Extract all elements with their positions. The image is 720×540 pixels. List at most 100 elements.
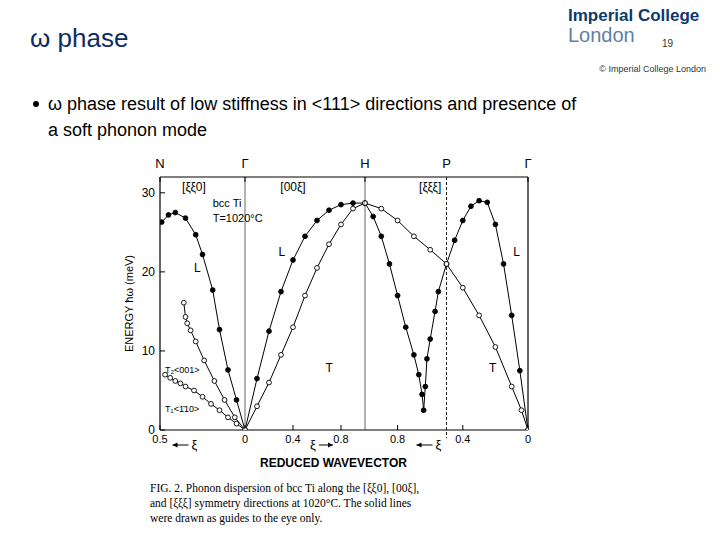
y-tick-label: 10 <box>142 344 156 358</box>
branch-label: L <box>279 245 286 259</box>
data-point <box>267 329 272 334</box>
caption-line: were drawn as guides to the eye only. <box>150 512 322 525</box>
data-point <box>379 234 384 239</box>
logo-line: London <box>568 24 635 46</box>
dispersion-curve <box>365 201 528 430</box>
data-point <box>327 242 332 247</box>
bullet-text: a soft phonon mode <box>48 120 207 140</box>
data-point <box>255 376 260 381</box>
data-point <box>339 222 344 227</box>
y-axis-line <box>159 177 160 430</box>
data-point <box>509 384 514 389</box>
sym-point-tick <box>160 177 161 182</box>
y-tick-label: 20 <box>142 265 156 279</box>
data-point <box>217 408 222 413</box>
branch-label: T <box>489 361 497 375</box>
data-point <box>379 206 384 211</box>
dispersion-curve <box>162 213 245 430</box>
branch-label: L <box>513 245 520 259</box>
data-point <box>200 394 205 399</box>
data-point <box>501 262 506 267</box>
plot-area <box>245 201 365 430</box>
sym-point-label: Γ <box>241 156 248 171</box>
slide: ω phaseImperial CollegeLondon19© Imperia… <box>0 0 720 540</box>
x-tick-label: 0 <box>525 433 531 445</box>
x-tick <box>397 425 398 430</box>
arrow-head <box>417 443 422 448</box>
data-point <box>425 356 430 361</box>
data-point <box>168 375 173 380</box>
data-point <box>181 300 186 305</box>
data-point <box>234 398 239 403</box>
data-point <box>421 408 426 413</box>
caption-line: and [ξξξ] symmetry directions at 1020°C.… <box>150 497 412 510</box>
x-tick-label: 0.4 <box>455 433 470 445</box>
arrow-head <box>173 443 178 448</box>
data-point <box>433 309 438 314</box>
data-point <box>212 379 217 384</box>
data-point <box>436 289 441 294</box>
plot-area <box>160 210 245 430</box>
data-point <box>363 201 365 206</box>
figure-x-label: REDUCED WAVEVECTOR <box>260 456 407 470</box>
data-point <box>188 328 193 333</box>
data-point <box>477 198 482 203</box>
y-tick <box>160 271 165 272</box>
data-point <box>428 337 433 342</box>
x-axis-label: ξ <box>436 437 442 452</box>
annotation: bcc Ti <box>213 197 242 209</box>
direction-label: [00ξ] <box>280 180 305 194</box>
x-axis-label: ξ <box>310 437 316 452</box>
data-point <box>303 234 308 239</box>
data-point <box>339 202 344 207</box>
data-point <box>416 372 421 377</box>
branch-label: L <box>194 261 201 275</box>
dispersion-curve <box>365 203 528 430</box>
data-point <box>460 285 465 290</box>
x-tick <box>160 425 161 430</box>
data-point <box>160 220 164 225</box>
data-point <box>327 208 332 213</box>
data-point <box>351 201 356 206</box>
data-point <box>444 262 449 267</box>
data-point <box>245 428 247 430</box>
data-point <box>226 415 231 420</box>
data-point <box>193 232 198 237</box>
plot-area <box>365 198 528 430</box>
data-point <box>178 381 183 386</box>
annotation: T=1020°C <box>213 212 263 224</box>
x-tick <box>462 425 463 430</box>
data-point <box>460 218 465 223</box>
data-point <box>395 293 400 298</box>
data-point <box>210 288 215 293</box>
x-tick-label: 0.5 <box>152 433 167 445</box>
sym-point-label: P <box>442 156 451 171</box>
x-axis-line <box>160 429 245 430</box>
page-number: 19 <box>662 38 674 49</box>
direction-label: [ξξξ] <box>419 180 441 194</box>
branch-label: T₁<1̄10> <box>165 404 199 414</box>
data-point <box>173 210 178 215</box>
x-tick-label: 0.8 <box>390 433 405 445</box>
data-point <box>412 234 417 239</box>
y-axis-label: ENERGY ħω (meV) <box>123 255 135 352</box>
y-tick <box>160 192 165 193</box>
data-point <box>493 222 498 227</box>
dispersion-curve <box>165 375 245 430</box>
y-tick-label: 30 <box>142 186 156 200</box>
logo-line: Imperial College <box>568 6 699 25</box>
slide-title: ω phase <box>30 23 128 53</box>
data-point <box>222 398 227 403</box>
direction-label: [ξξ0] <box>182 180 206 194</box>
x-tick <box>341 425 342 430</box>
data-point <box>351 206 356 211</box>
data-point <box>243 428 245 430</box>
data-point <box>183 315 188 320</box>
data-point <box>420 392 425 397</box>
data-point <box>387 262 392 267</box>
data-point <box>365 201 367 206</box>
y-tick <box>160 430 165 431</box>
data-point <box>477 313 482 318</box>
x-tick-label: 0 <box>242 433 248 445</box>
caption-line: FIG. 2. Phonon dispersion of bcc Ti alon… <box>150 482 419 495</box>
